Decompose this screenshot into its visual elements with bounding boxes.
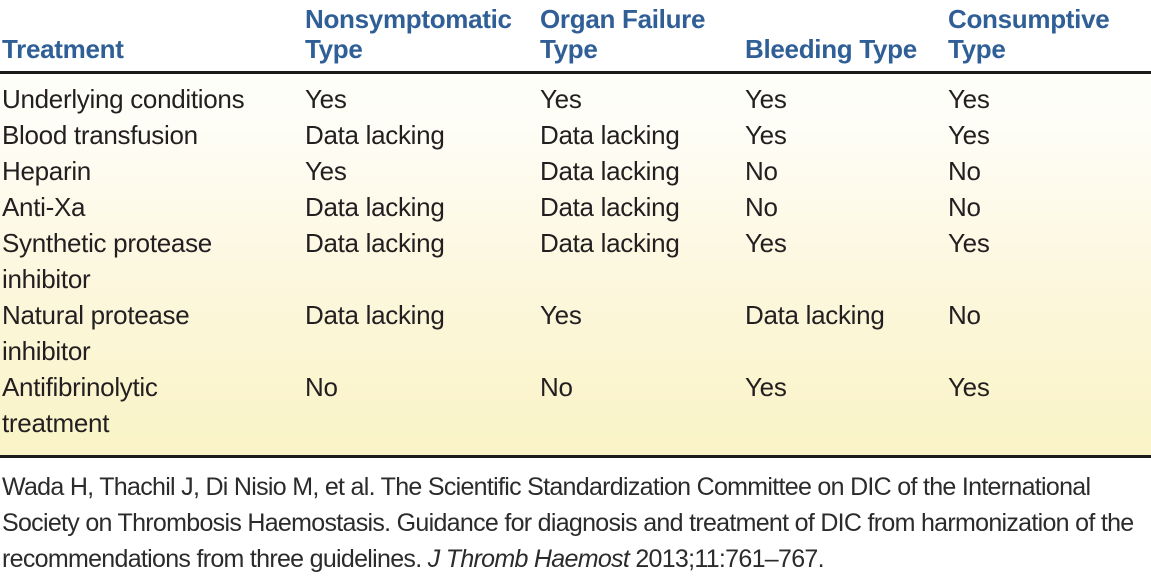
table-row: Blood transfusion Data lacking Data lack… <box>0 117 1151 153</box>
col-header-consumptive: Consumptive Type <box>946 0 1151 74</box>
value-cell: Data lacking <box>540 120 680 150</box>
value-cell: Yes <box>305 156 347 186</box>
col-header-treatment: Treatment <box>0 0 303 74</box>
value-cell: Yes <box>948 84 990 114</box>
header-row: Treatment Nonsymptomatic Type Organ Fail… <box>0 0 1151 74</box>
value-cell: Data lacking <box>745 300 885 330</box>
value-cell: No <box>948 156 981 186</box>
value-cell: Yes <box>540 84 582 114</box>
value-cell: Data lacking <box>305 120 445 150</box>
citation-reference-details: 2013;11:761–767. <box>629 545 824 573</box>
table-row: Antifibrinolytic treatment No No Yes Yes <box>0 369 1151 458</box>
value-cell: No <box>303 369 538 458</box>
table-header: Treatment Nonsymptomatic Type Organ Fail… <box>0 0 1151 74</box>
value-cell: Yes <box>948 228 990 258</box>
value-cell: Data lacking <box>540 228 680 258</box>
citation-journal-name: J Thromb Haemost <box>427 545 630 573</box>
value-cell: Yes <box>946 369 1151 458</box>
dic-treatment-table: Treatment Nonsymptomatic Type Organ Fail… <box>0 0 1151 458</box>
value-cell: Yes <box>745 228 787 258</box>
value-cell: No <box>745 156 778 186</box>
value-cell: Data lacking <box>305 300 445 330</box>
value-cell: No <box>948 192 981 222</box>
value-cell: Data lacking <box>305 228 445 258</box>
source-citation: Wada H, Thachil J, Di Nisio M, et al. Th… <box>0 469 1151 577</box>
table-row: Anti-Xa Data lacking Data lacking No No <box>0 189 1151 225</box>
value-cell: Data lacking <box>540 192 680 222</box>
treatment-cell: Blood transfusion <box>2 120 198 150</box>
treatment-cell: Underlying conditions <box>2 84 245 114</box>
value-cell: No <box>745 192 778 222</box>
col-header-nonsymptomatic: Nonsymptomatic Type <box>303 0 538 74</box>
value-cell: Yes <box>745 84 787 114</box>
table-row: Synthetic protease inhibitor Data lackin… <box>0 225 1151 297</box>
treatment-cell: Natural protease inhibitor <box>2 300 190 366</box>
table-body: Underlying conditions Yes Yes Yes Yes Bl… <box>0 73 1151 458</box>
citation-text: Wada H, Thachil J, Di Nisio M, et al. Th… <box>2 473 1134 573</box>
value-cell: No <box>948 300 981 330</box>
treatment-cell: Antifibrinolytic treatment <box>0 369 303 458</box>
treatment-cell: Heparin <box>2 156 91 186</box>
value-cell: Yes <box>745 120 787 150</box>
value-cell: Yes <box>305 84 347 114</box>
table-row: Natural protease inhibitor Data lacking … <box>0 297 1151 369</box>
value-cell: No <box>538 369 743 458</box>
value-cell: Yes <box>743 369 946 458</box>
treatment-cell: Anti-Xa <box>2 192 86 222</box>
value-cell: Data lacking <box>540 156 680 186</box>
table-row: Heparin Yes Data lacking No No <box>0 153 1151 189</box>
table-row: Underlying conditions Yes Yes Yes Yes <box>0 73 1151 118</box>
value-cell: Yes <box>948 120 990 150</box>
col-header-bleeding: Bleeding Type <box>743 0 946 74</box>
value-cell: Data lacking <box>305 192 445 222</box>
col-header-organ-failure: Organ Failure Type <box>538 0 743 74</box>
treatment-cell: Synthetic protease inhibitor <box>2 228 212 294</box>
value-cell: Yes <box>540 300 582 330</box>
